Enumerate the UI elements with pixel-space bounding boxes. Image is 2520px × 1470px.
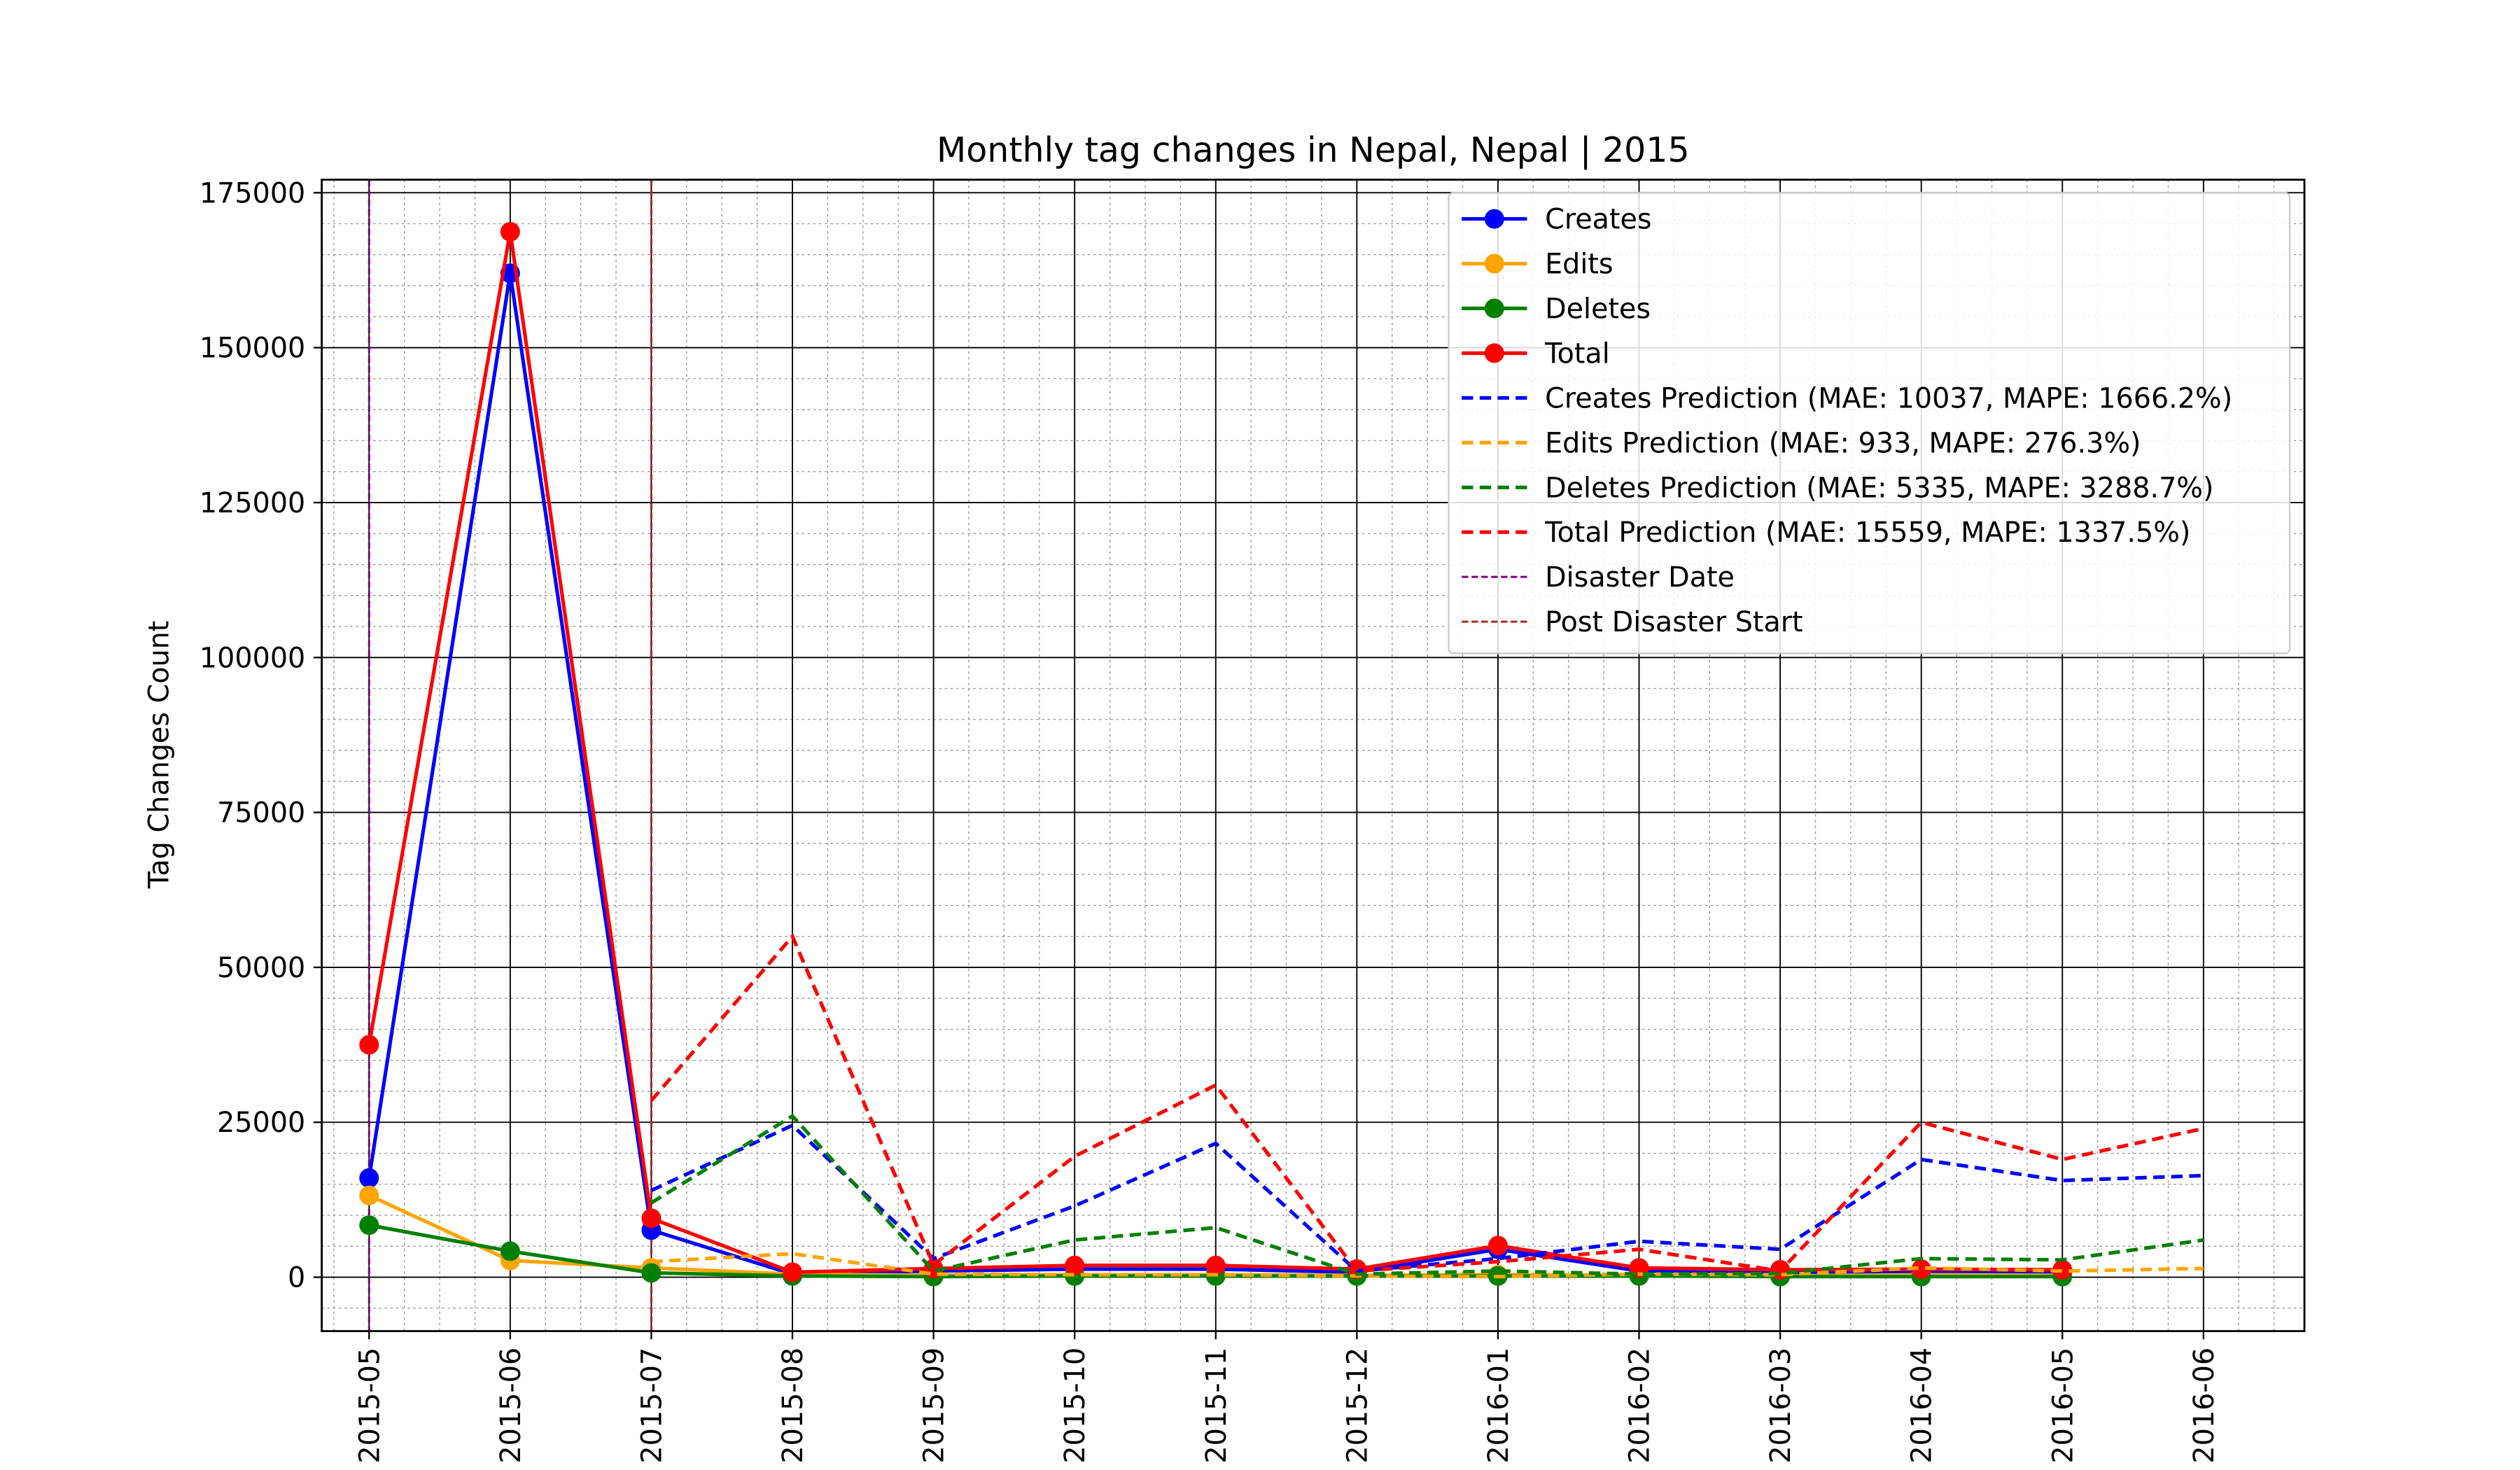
data-point bbox=[783, 1262, 803, 1282]
data-point bbox=[359, 1215, 379, 1236]
x-tick-label: 2015-11 bbox=[1200, 1348, 1233, 1464]
x-tick-label: 2016-06 bbox=[2188, 1348, 2220, 1464]
x-tick-label: 2015-09 bbox=[918, 1348, 951, 1464]
legend-marker bbox=[1484, 253, 1504, 274]
y-tick-label: 75000 bbox=[217, 797, 305, 830]
x-tick-label: 2015-05 bbox=[354, 1348, 386, 1464]
y-tick-label: 150000 bbox=[200, 332, 305, 365]
data-point bbox=[641, 1208, 662, 1228]
y-tick-label: 0 bbox=[288, 1262, 305, 1294]
data-point bbox=[500, 222, 520, 242]
legend-label: Total Prediction (MAE: 15559, MAPE: 1337… bbox=[1544, 517, 2190, 549]
legend-label: Total bbox=[1544, 338, 1610, 370]
legend-label: Post Disaster Start bbox=[1545, 606, 1803, 638]
data-point bbox=[2052, 1259, 2073, 1280]
legend-box bbox=[1448, 192, 2291, 654]
legend-label: Edits Prediction (MAE: 933, MAPE: 276.3%… bbox=[1545, 427, 2141, 459]
data-point bbox=[359, 1185, 379, 1205]
y-tick-label: 125000 bbox=[200, 487, 305, 519]
data-point bbox=[641, 1263, 662, 1283]
plot bbox=[313, 179, 2305, 1340]
series-line bbox=[650, 1123, 2204, 1273]
data-point bbox=[359, 1035, 379, 1055]
x-tick-label: 2015-07 bbox=[636, 1348, 668, 1464]
x-tick-label: 2015-08 bbox=[777, 1348, 809, 1464]
legend-label: Edits bbox=[1545, 248, 1613, 281]
y-axis-label: Tag Changes Count bbox=[143, 621, 175, 890]
data-point bbox=[1065, 1255, 1085, 1275]
y-tick-label: 50000 bbox=[217, 952, 305, 984]
x-tick-label: 2015-10 bbox=[1059, 1348, 1091, 1464]
chart-title: Monthly tag changes in Nepal, Nepal | 20… bbox=[937, 130, 1690, 170]
legend-label: Deletes Prediction (MAE: 5335, MAPE: 328… bbox=[1545, 472, 2213, 504]
data-point bbox=[1488, 1236, 1508, 1256]
y-tick-label: 175000 bbox=[200, 177, 305, 209]
x-tick-label: 2016-02 bbox=[1624, 1348, 1656, 1464]
x-tick-label: 2016-03 bbox=[1765, 1348, 1797, 1464]
legend-label: Creates Prediction (MAE: 10037, MAPE: 16… bbox=[1545, 382, 2232, 414]
data-point bbox=[1205, 1255, 1226, 1275]
series-line bbox=[650, 932, 2204, 1273]
x-tick-label: 2015-06 bbox=[495, 1348, 527, 1464]
x-tick-label: 2016-05 bbox=[2047, 1348, 2079, 1464]
y-tick-label: 25000 bbox=[217, 1107, 305, 1139]
legend-marker bbox=[1484, 209, 1504, 229]
legend-label: Disaster Date bbox=[1545, 561, 1735, 594]
legend-label: Creates bbox=[1545, 204, 1651, 236]
data-point bbox=[500, 1241, 520, 1261]
legend-label: Deletes bbox=[1545, 293, 1651, 326]
legend-marker bbox=[1484, 343, 1504, 363]
data-point bbox=[1911, 1259, 1931, 1280]
legend: Creates Edits Deletes Total Creates Predicti… bbox=[1448, 192, 2291, 654]
x-tick-label: 2016-01 bbox=[1483, 1348, 1515, 1464]
y-tick-label: 100000 bbox=[200, 642, 305, 674]
data-point bbox=[359, 1168, 379, 1188]
x-tick-label: 2015-12 bbox=[1341, 1348, 1373, 1464]
series-line bbox=[651, 1252, 2204, 1279]
legend-marker bbox=[1484, 298, 1504, 318]
x-tick-label: 2016-04 bbox=[1906, 1348, 1938, 1464]
series-line bbox=[650, 1114, 2204, 1276]
plot-frame bbox=[321, 178, 2306, 1332]
